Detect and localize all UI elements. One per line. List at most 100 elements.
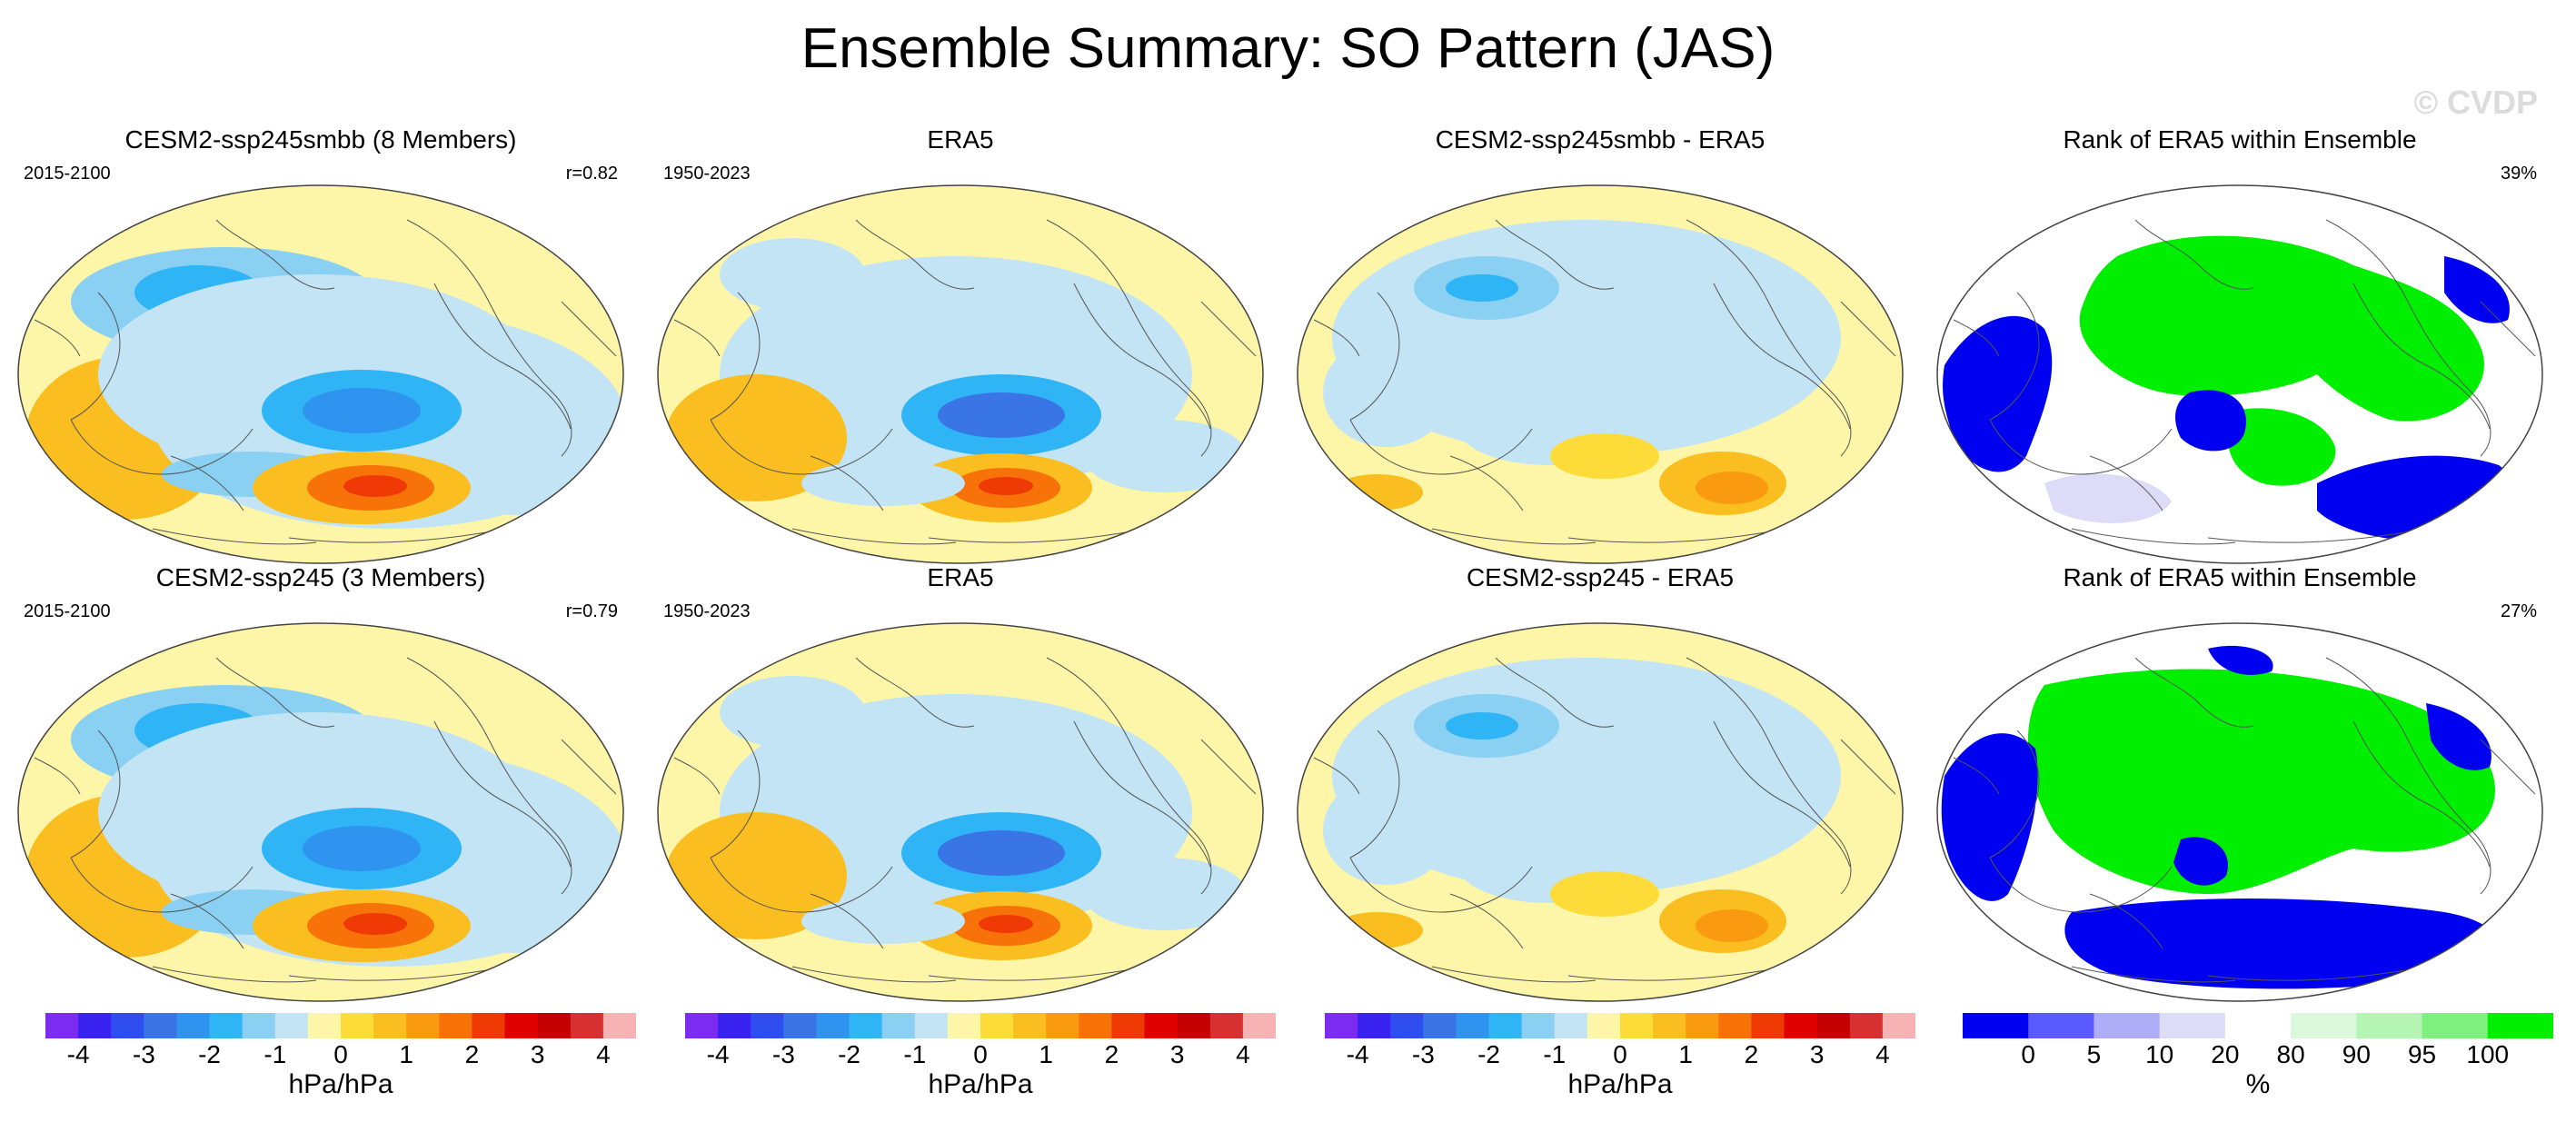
panel-rank-ssp245: Rank of ERA5 within Ensemble 27% <box>1926 563 2553 1008</box>
rank-region <box>2426 703 2491 770</box>
coastline <box>1200 301 1257 357</box>
contour-region <box>801 899 965 944</box>
panel-rank-percent: 27% <box>2500 601 2537 621</box>
coastline <box>2480 301 2536 357</box>
coastlines <box>1953 219 2536 545</box>
coastline <box>2325 657 2491 895</box>
map-model-smbb <box>17 184 624 564</box>
coastline <box>1686 657 1852 895</box>
coastline <box>288 528 508 543</box>
colorbar-swatch <box>1209 1013 1244 1038</box>
colorbar-units: hPa/hPa <box>1567 1069 1673 1099</box>
colorbar-swatch <box>2224 1013 2292 1038</box>
contour-region <box>1696 909 1768 942</box>
contour-region <box>1332 474 1423 511</box>
colorbar-tick-label: 3 <box>1169 1040 1185 1068</box>
panel-rank-percent: 39% <box>2500 164 2537 184</box>
colorbar-swatch <box>78 1013 112 1038</box>
colorbar-swatch <box>1046 1013 1079 1038</box>
colorbar-tick-label: 10 <box>2145 1040 2174 1068</box>
coastline <box>34 319 81 357</box>
coastline <box>152 966 317 983</box>
colorbar-swatch <box>406 1013 440 1038</box>
colorbar-tick-label: 5 <box>2086 1040 2102 1068</box>
coastline <box>406 657 572 895</box>
colorbar-tick-label: 4 <box>1875 1040 1890 1068</box>
coastline <box>1686 219 1852 457</box>
colorbar-swatch <box>881 1013 916 1038</box>
contour-region <box>1550 871 1659 917</box>
coastline <box>2071 528 2236 545</box>
colorbar-tick-label: -3 <box>771 1040 795 1068</box>
coastline <box>1989 730 2040 859</box>
coastline <box>2207 528 2427 543</box>
rank-region <box>2227 408 2336 486</box>
colorbar-swatch <box>2028 1013 2094 1038</box>
colorbar-tick-label: -4 <box>1346 1040 1369 1068</box>
colorbar-swatch <box>2291 1013 2357 1038</box>
panel-title: Rank of ERA5 within Ensemble <box>2063 125 2417 154</box>
coastline <box>1449 893 1524 949</box>
colorbar-swatch <box>45 1013 79 1038</box>
colorbar-swatch <box>373 1013 407 1038</box>
colorbar-swatch <box>1718 1013 1752 1038</box>
coastline <box>710 419 893 475</box>
colorbar-swatch <box>1079 1013 1112 1038</box>
coastline <box>70 292 121 421</box>
colorbar-swatch <box>849 1013 883 1038</box>
colorbar-swatch <box>602 1013 636 1038</box>
colorbar-swatch <box>1358 1013 1391 1038</box>
colorbar-tick-label: -1 <box>264 1040 287 1068</box>
panel-diff-smbb: CESM2-ssp245smbb - ERA5 <box>1287 125 1914 571</box>
coastline <box>1713 283 1851 430</box>
colorbar-swatch <box>783 1013 817 1038</box>
coastline <box>1567 966 1787 981</box>
map-outline <box>1297 622 1904 1002</box>
colorbar-tick-label: 0 <box>333 1040 348 1068</box>
panel-correlation: r=0.82 <box>565 164 618 184</box>
coastline <box>1200 739 1257 795</box>
colorbar-swatch <box>980 1013 1014 1038</box>
contour-region <box>720 676 865 749</box>
colorbar-swatch <box>947 1013 981 1038</box>
map-outline <box>17 622 624 1002</box>
contour-region <box>720 238 865 311</box>
coastline <box>1313 757 1360 795</box>
panel-title: ERA5 <box>927 125 994 154</box>
contour-region <box>1083 420 1247 492</box>
coastline <box>1989 419 2173 475</box>
contour-region <box>1323 338 1450 447</box>
colorbar-swatch <box>914 1013 949 1038</box>
colorbar-tick-label: 100 <box>2466 1040 2510 1068</box>
coastlines <box>1313 657 1896 983</box>
colorbar-swatches <box>685 1013 1276 1038</box>
map-era5-2 <box>657 622 1264 1002</box>
panel-title: CESM2-ssp245 (3 Members) <box>155 563 486 591</box>
colorbar-swatch <box>1423 1013 1457 1038</box>
coastline <box>2207 966 2427 981</box>
map-diff-ssp245 <box>1297 622 1904 1002</box>
figure-title: Ensemble Summary: SO Pattern (JAS) <box>801 17 1775 80</box>
contour-region <box>1696 472 1768 504</box>
contour-region <box>343 913 407 935</box>
coastline <box>1431 966 1596 983</box>
colorbar-tick-label: 0 <box>973 1040 988 1068</box>
colorbar-swatch <box>176 1013 211 1038</box>
contour-region <box>1332 912 1423 948</box>
colorbar-swatch <box>242 1013 276 1038</box>
coastline <box>1495 657 1615 728</box>
coastline <box>1989 857 2173 913</box>
colorbar-tick-label: 2 <box>1104 1040 1119 1068</box>
colorbar-swatch <box>1686 1013 1719 1038</box>
colorbar-swatches <box>1963 1013 2553 1038</box>
contour-region <box>1323 776 1450 885</box>
coastline <box>1431 528 1596 545</box>
colorbar-tick-label: 1 <box>399 1040 413 1068</box>
coastline <box>1349 292 1400 421</box>
colorbar-swatch <box>1751 1013 1785 1038</box>
colorbar-swatch <box>439 1013 472 1038</box>
colorbar-tick-label: 1 <box>1039 1040 1053 1068</box>
colorbar-swatch <box>1784 1013 1818 1038</box>
rank-region <box>2175 390 2246 452</box>
contour-region <box>443 433 589 515</box>
